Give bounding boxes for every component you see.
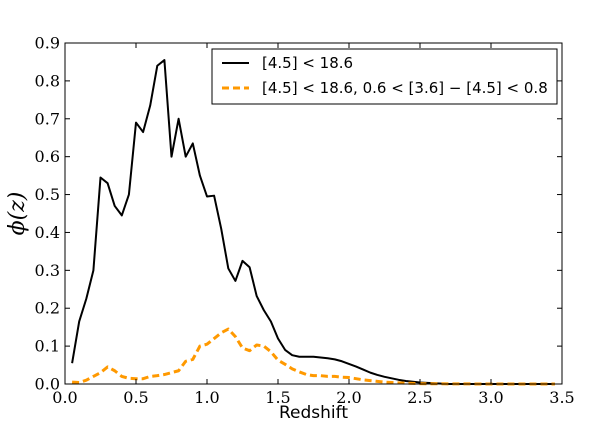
tick-layer: 0.0 0.5 1.0 1.5 2.0 2.5 3.0 3.5 0.0 0.1 0.2 0.3 0.4 0… bbox=[35, 34, 575, 408]
legend-label-dashed: [4.5] < 18.6, 0.6 < [3.6] − [4.5] < 0.8 bbox=[262, 79, 548, 97]
x-axis-label: Redshift bbox=[279, 403, 348, 423]
x-tick-label: 1.0 bbox=[194, 388, 219, 407]
y-tick-label: 0.6 bbox=[35, 147, 60, 166]
y-tick-label: 0.5 bbox=[35, 185, 60, 204]
x-tick-label: 2.5 bbox=[407, 388, 432, 407]
x-tick-label: 0.5 bbox=[123, 388, 148, 407]
x-tick-label: 0.0 bbox=[52, 388, 77, 407]
x-tick-label: 3.5 bbox=[549, 388, 574, 407]
y-axis-label: ϕ(z) bbox=[5, 192, 30, 236]
y-tick-label: 0.4 bbox=[35, 223, 60, 242]
legend-label-solid: [4.5] < 18.6 bbox=[262, 54, 353, 72]
y-tick-label: 0.9 bbox=[35, 34, 60, 53]
x-tick-label: 3.0 bbox=[478, 388, 503, 407]
y-tick-label: 0.0 bbox=[35, 375, 60, 394]
legend: [4.5] < 18.6 [4.5] < 18.6, 0.6 < [3.6] −… bbox=[211, 48, 558, 105]
y-tick-label: 0.3 bbox=[35, 261, 60, 280]
x-tick-label: 2.0 bbox=[336, 388, 361, 407]
series-line-1 bbox=[72, 327, 555, 386]
y-tick-label: 0.2 bbox=[35, 299, 60, 318]
legend-box bbox=[211, 48, 558, 105]
y-tick-label: 0.7 bbox=[35, 109, 60, 128]
y-tick-label: 0.8 bbox=[35, 71, 60, 90]
x-tick-label: 1.5 bbox=[265, 388, 290, 407]
y-tick-label: 0.1 bbox=[35, 337, 60, 356]
plot-frame bbox=[64, 42, 563, 385]
